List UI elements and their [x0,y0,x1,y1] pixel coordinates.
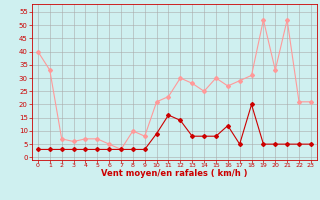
X-axis label: Vent moyen/en rafales ( km/h ): Vent moyen/en rafales ( km/h ) [101,169,248,178]
